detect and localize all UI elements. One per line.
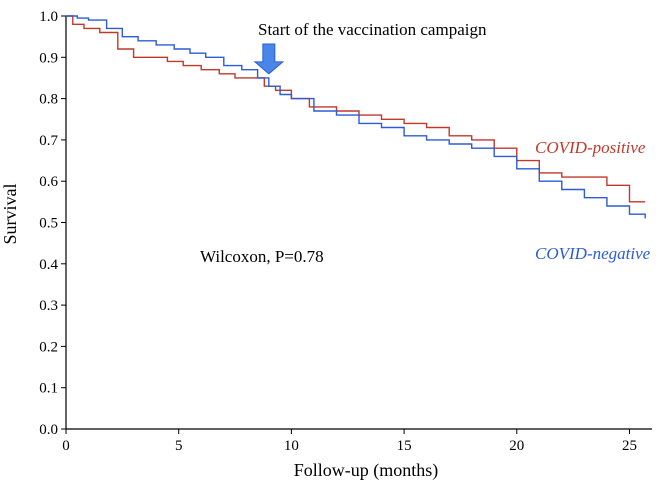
y-tick-label: 0.0: [39, 422, 58, 438]
x-tick-label: 5: [175, 438, 183, 454]
x-tick-label: 25: [622, 438, 637, 454]
y-tick-label: 1.0: [39, 9, 58, 25]
y-axis-ticks: 0.0 0.1 0.2 0.3 0.4 0.5 0.6 0.7 0.8 0.9 1.0: [39, 9, 66, 438]
series-line-covid-positive: [66, 15, 646, 203]
x-tick-label: 10: [284, 438, 299, 454]
y-tick-label: 0.8: [39, 92, 58, 108]
y-tick-label: 0.3: [39, 298, 58, 314]
plot-area: 0.0 0.1 0.2 0.3 0.4 0.5 0.6 0.7 0.8 0.9 1.0 0 5 10 15…: [39, 9, 652, 454]
x-tick-label: 15: [397, 438, 412, 454]
y-tick-label: 0.4: [39, 257, 58, 273]
series-layer: [66, 15, 646, 219]
series-label-covid-positive: COVID-positive: [535, 138, 646, 157]
x-axis-ticks: 0 5 10 15 20 25: [62, 429, 637, 454]
y-tick-label: 0.1: [39, 381, 58, 397]
x-tick-label: 20: [509, 438, 524, 454]
vaccination-campaign-annotation: Start of the vaccination campaign: [258, 20, 487, 39]
y-tick-label: 0.6: [39, 174, 58, 190]
y-axis-title: Survival: [0, 184, 20, 245]
y-tick-label: 0.7: [39, 133, 58, 149]
x-tick-label: 0: [62, 438, 70, 454]
series-label-covid-negative: COVID-negative: [535, 244, 651, 263]
series-line-covid-negative: [66, 15, 646, 219]
y-tick-label: 0.5: [39, 216, 58, 232]
y-tick-label: 0.9: [39, 50, 58, 66]
y-tick-label: 0.2: [39, 339, 58, 355]
x-axis-title: Follow-up (months): [294, 460, 439, 481]
down-arrow-icon: [253, 43, 285, 75]
wilcoxon-test-annotation: Wilcoxon, P=0.78: [200, 247, 324, 266]
